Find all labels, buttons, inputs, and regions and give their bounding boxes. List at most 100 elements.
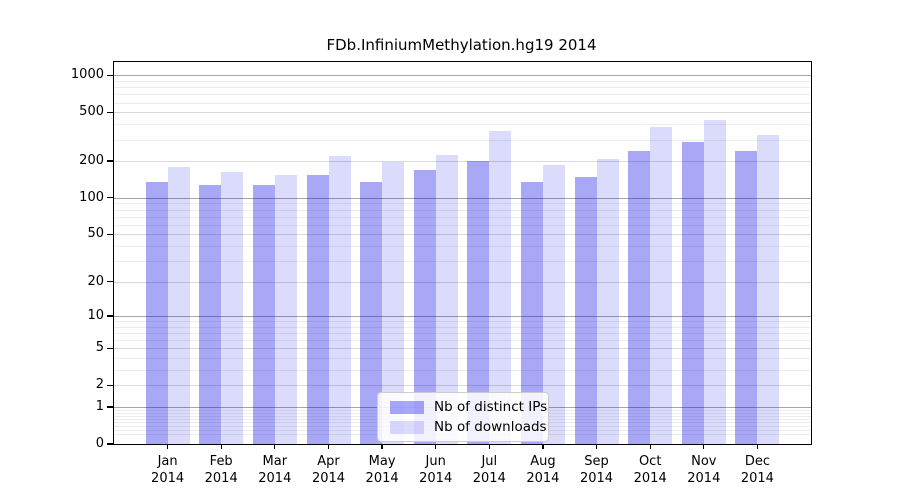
gridline-2: [114, 385, 811, 387]
gridline-minor: [114, 224, 811, 226]
gridline-minor: [114, 209, 811, 211]
y-tick-label: 200: [79, 153, 104, 169]
gridline-10: [114, 316, 811, 318]
gridline-minor: [114, 358, 811, 360]
y-tick-label: 2: [95, 377, 104, 393]
x-axis-tick: [756, 444, 759, 449]
bar-dec-distinct-ips: [735, 150, 758, 444]
x-tick-label: Jul 2014: [472, 454, 506, 486]
bar-apr-distinct-ips: [306, 175, 329, 444]
bar-jul-downloads: [489, 131, 512, 444]
x-axis-tick: [435, 444, 437, 449]
gridline-1000: [114, 75, 811, 77]
y-axis-tick: [107, 347, 113, 350]
bar-jun-downloads: [435, 155, 458, 444]
y-axis-tick: [107, 233, 113, 235]
x-tick-label: May 2014: [365, 454, 399, 486]
x-axis-tick: [595, 444, 598, 449]
x-axis-tick: [220, 444, 222, 449]
y-axis-tick: [107, 197, 113, 199]
plot-area: 0 1 2 5 10 20 50 100 200 500 1000 Jan 2014 Feb 2014 Mar…: [71, 61, 812, 486]
y-tick-label: 0: [95, 436, 104, 451]
bar-feb-distinct-ips: [199, 185, 222, 444]
bar-dec-downloads: [757, 135, 780, 444]
gridline-100: [114, 197, 811, 199]
legend-item-downloads: Nb of downloads: [390, 419, 547, 435]
y-tick-label: 1: [95, 399, 104, 414]
bar-apr-downloads: [328, 156, 351, 444]
gridline-minor: [114, 326, 811, 328]
gridline-minor: [114, 260, 811, 262]
legend-label-distinct-ips: Nb of distinct IPs: [434, 399, 548, 415]
bar-sep-downloads: [596, 159, 619, 444]
bar-nov-downloads: [703, 120, 726, 444]
bar-jan-downloads: [167, 166, 190, 444]
y-axis-tick: [107, 280, 113, 283]
x-tick-label: Mar 2014: [258, 454, 292, 486]
gridline-minor: [114, 81, 811, 82]
gridline-minor: [114, 340, 811, 342]
bar-aug-downloads: [542, 164, 565, 444]
x-axis-tick: [381, 444, 383, 449]
bar-oct-downloads: [650, 126, 673, 444]
y-axis-tick: [107, 315, 113, 317]
y-axis-tick: [107, 443, 113, 445]
y-tick-label: 20: [87, 273, 104, 289]
gridline-minor: [114, 87, 811, 89]
gridline-minor: [114, 139, 811, 141]
y-axis-tick: [107, 384, 113, 387]
x-tick-label: Feb 2014: [204, 454, 238, 486]
chart-title: FDb.InfiniumMethylation.hg19 2014: [326, 36, 597, 54]
gridline-minor: [114, 94, 811, 96]
x-tick-label: Apr 2014: [311, 454, 346, 486]
x-axis-tick: [488, 444, 490, 449]
bar-sep-distinct-ips: [574, 177, 597, 444]
gridline-minor: [114, 321, 811, 323]
y-axis-tick: [107, 160, 113, 162]
bar-may-distinct-ips: [360, 181, 383, 444]
legend-label-downloads: Nb of downloads: [434, 419, 547, 435]
x-axis-tick: [649, 444, 651, 449]
gridline-minor: [114, 333, 811, 335]
y-tick-label: 500: [79, 104, 104, 120]
gridline-20: [114, 281, 811, 283]
legend-item-distinct-ips: Nb of distinct IPs: [390, 399, 547, 415]
y-tick-label: 5: [95, 340, 104, 356]
x-tick-label: Dec 2014: [740, 454, 774, 486]
y-tick-label: 10: [87, 308, 104, 324]
y-tick-label: 100: [79, 189, 104, 205]
gridline-minor: [114, 245, 811, 247]
gridline-minor: [114, 216, 811, 218]
x-tick-label: Aug 2014: [526, 454, 560, 486]
x-axis-tick: [327, 444, 330, 449]
bar-may-downloads: [382, 161, 405, 444]
bar-mar-downloads: [274, 174, 297, 444]
bar-jun-distinct-ips: [413, 170, 436, 444]
x-axis-tick: [274, 444, 276, 449]
legend: Nb of distinct IPs Nb of downloads: [377, 392, 549, 442]
x-tick-label: Jan 2014: [151, 454, 185, 486]
y-tick-label: 1000: [70, 67, 104, 83]
y-axis-tick: [107, 111, 113, 113]
gridline-minor: [114, 203, 811, 205]
legend-swatch-distinct-ips: [390, 400, 424, 414]
gridline-500: [114, 112, 811, 114]
gridline-200: [114, 161, 811, 163]
gridline-minor: [114, 102, 811, 104]
gridline-minor: [114, 124, 811, 126]
x-tick-label: Nov 2014: [687, 454, 721, 486]
gridline-5: [114, 348, 811, 350]
gridline-minor: [114, 370, 811, 371]
bar-jul-distinct-ips: [467, 161, 490, 444]
bar-aug-distinct-ips: [520, 181, 543, 444]
bar-oct-distinct-ips: [628, 150, 651, 444]
y-axis-tick: [107, 406, 113, 408]
bar-mar-distinct-ips: [252, 184, 275, 444]
y-tick-label: 50: [87, 226, 104, 242]
bar-nov-distinct-ips: [681, 141, 704, 444]
legend-swatch-downloads: [390, 420, 424, 434]
x-axis-tick: [703, 444, 705, 449]
gridline-50: [114, 234, 811, 236]
x-axis-tick: [542, 444, 544, 449]
x-tick-label: Sep 2014: [579, 454, 614, 486]
